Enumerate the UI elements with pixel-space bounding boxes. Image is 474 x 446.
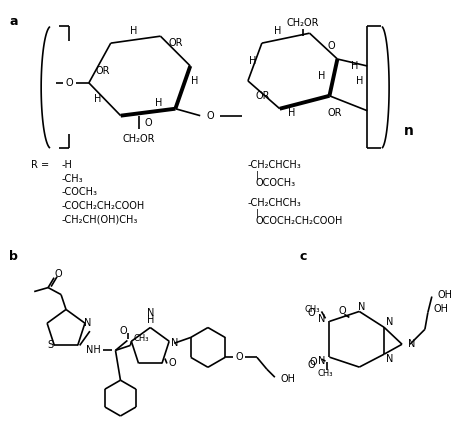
Text: H: H <box>249 56 256 66</box>
Text: O: O <box>54 268 62 279</box>
Text: O: O <box>338 306 346 317</box>
Text: CH₂OR: CH₂OR <box>286 18 319 28</box>
Text: c: c <box>300 250 307 263</box>
Text: n: n <box>404 124 414 137</box>
Text: N: N <box>357 302 365 313</box>
Text: H: H <box>318 71 325 81</box>
Text: CH₂OR: CH₂OR <box>122 133 155 144</box>
Text: OCOCH₂CH₂COOH: OCOCH₂CH₂COOH <box>256 216 343 226</box>
Text: b: b <box>9 250 18 263</box>
Text: -COCH₃: -COCH₃ <box>61 187 97 197</box>
Text: |: | <box>256 209 259 218</box>
Text: H: H <box>146 314 154 325</box>
Text: H: H <box>94 94 101 104</box>
Text: O: O <box>168 359 176 368</box>
Text: CH₃: CH₃ <box>133 334 149 343</box>
Text: O: O <box>119 326 127 336</box>
Text: O: O <box>310 357 318 367</box>
Text: -CH₂CHCH₃: -CH₂CHCH₃ <box>248 161 301 170</box>
Text: CH₃: CH₃ <box>318 368 333 378</box>
Text: N: N <box>386 318 393 327</box>
Text: N: N <box>84 318 91 328</box>
Text: -COCH₂CH₂COOH: -COCH₂CH₂COOH <box>61 201 144 211</box>
Text: O: O <box>145 118 152 128</box>
Text: |: | <box>256 171 259 180</box>
Text: O: O <box>65 78 73 88</box>
Text: S: S <box>47 340 54 351</box>
Text: N: N <box>318 356 326 366</box>
Text: O: O <box>235 352 243 362</box>
Text: OR: OR <box>327 107 342 118</box>
Text: a: a <box>9 15 18 28</box>
Text: O: O <box>328 41 335 51</box>
Text: H: H <box>130 26 137 36</box>
Text: H: H <box>155 98 162 108</box>
Text: OR: OR <box>168 38 182 48</box>
Text: OH: OH <box>438 289 453 300</box>
Text: -H: -H <box>61 161 72 170</box>
Text: CH₃: CH₃ <box>304 305 319 314</box>
Text: OR: OR <box>96 66 110 76</box>
Text: OH: OH <box>281 374 296 384</box>
Text: N: N <box>172 338 179 348</box>
Text: R =: R = <box>31 161 49 170</box>
Text: H: H <box>191 76 198 86</box>
Text: H: H <box>351 61 358 71</box>
Text: N: N <box>408 339 415 349</box>
Text: -CH₃: -CH₃ <box>61 174 82 184</box>
Text: OH: OH <box>434 305 449 314</box>
Text: NH: NH <box>86 345 101 355</box>
Text: N: N <box>386 354 393 364</box>
Text: OR: OR <box>255 91 270 101</box>
Text: H: H <box>274 26 282 36</box>
Text: N: N <box>318 314 326 324</box>
Text: OCOCH₃: OCOCH₃ <box>256 178 296 188</box>
Text: H: H <box>288 107 295 118</box>
Text: O: O <box>308 360 315 370</box>
Text: -CH₂CHCH₃: -CH₂CHCH₃ <box>248 198 301 208</box>
Text: H: H <box>356 76 363 86</box>
Text: O: O <box>308 309 315 318</box>
Text: O: O <box>206 111 214 121</box>
Text: -CH₂CH(OH)CH₃: -CH₂CH(OH)CH₃ <box>61 214 137 224</box>
Text: N: N <box>146 308 154 318</box>
